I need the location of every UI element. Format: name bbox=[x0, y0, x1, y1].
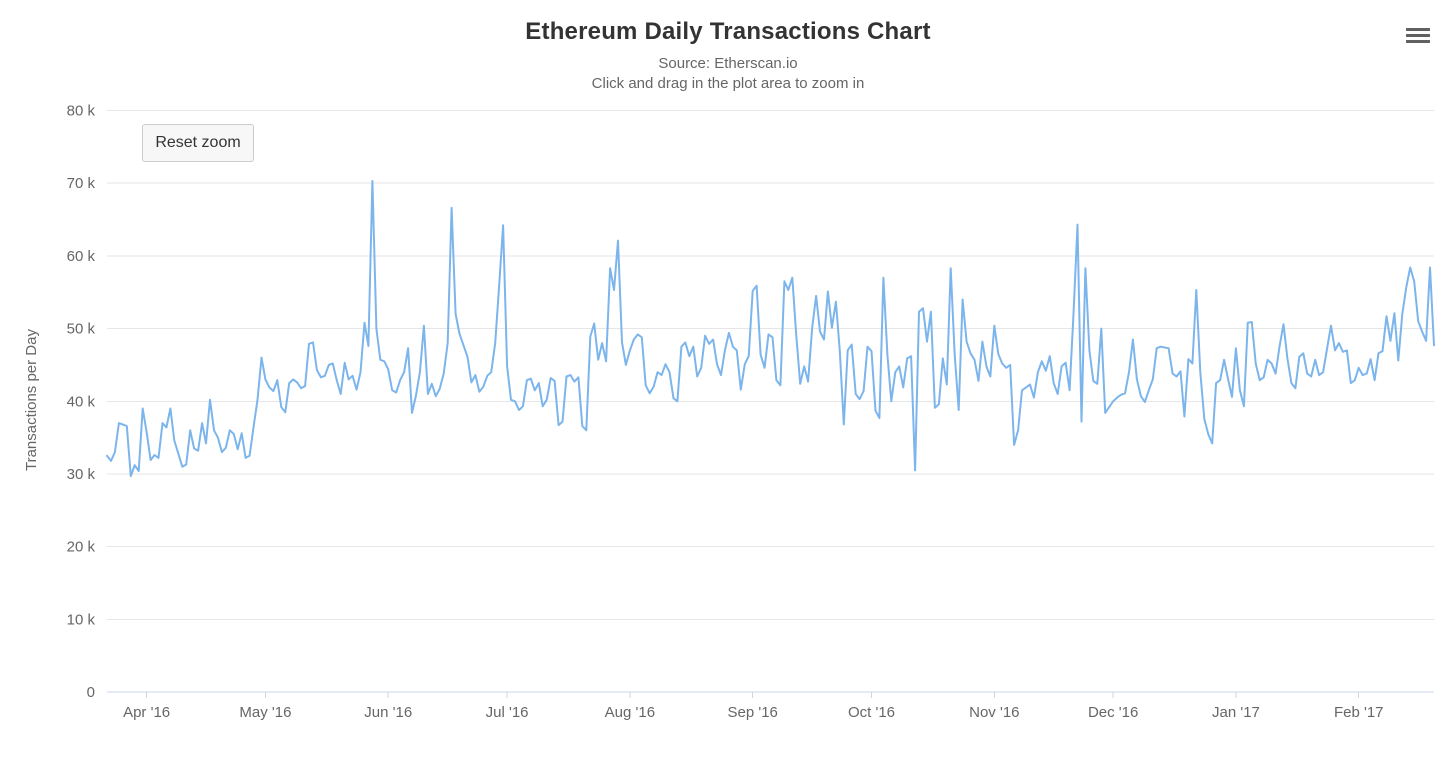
x-tick-label: Apr '16 bbox=[123, 704, 170, 721]
series-line bbox=[106, 180, 1435, 478]
x-tick-label: Nov '16 bbox=[969, 704, 1019, 721]
chart-subtitle-source: Source: Etherscan.io bbox=[658, 55, 798, 72]
y-tick-label: 30 k bbox=[67, 466, 96, 483]
y-tick-label: 0 bbox=[87, 684, 95, 701]
x-tick-label: May '16 bbox=[239, 704, 291, 721]
x-tick-label: Jan '17 bbox=[1212, 704, 1260, 721]
reset-zoom-button[interactable]: Reset zoom bbox=[142, 124, 254, 162]
x-tick-label: Feb '17 bbox=[1334, 704, 1384, 721]
y-tick-label: 10 k bbox=[67, 611, 96, 628]
context-menu-button[interactable] bbox=[1404, 27, 1432, 53]
y-tick-label: 50 k bbox=[67, 321, 96, 338]
x-tick-label: Jun '16 bbox=[364, 704, 412, 721]
x-tick-label: Aug '16 bbox=[605, 704, 655, 721]
chart-title: Ethereum Daily Transactions Chart bbox=[525, 18, 931, 45]
x-tick-label: Sep '16 bbox=[727, 704, 777, 721]
x-tick-label: Oct '16 bbox=[848, 704, 895, 721]
y-tick-label: 60 k bbox=[67, 248, 96, 265]
y-tick-label: 20 k bbox=[67, 539, 96, 556]
x-tick-label: Jul '16 bbox=[486, 704, 529, 721]
y-tick-label: 80 k bbox=[67, 103, 96, 120]
y-axis-title: Transactions per Day bbox=[23, 329, 40, 472]
chart-subtitle-hint: Click and drag in the plot area to zoom … bbox=[591, 75, 865, 92]
hamburger-menu-icon bbox=[1406, 28, 1430, 31]
hamburger-menu-icon bbox=[1406, 34, 1430, 37]
x-tick-label: Dec '16 bbox=[1088, 704, 1138, 721]
hamburger-menu-icon bbox=[1406, 40, 1430, 43]
y-tick-label: 40 k bbox=[67, 393, 96, 410]
y-tick-label: 70 k bbox=[67, 175, 96, 192]
